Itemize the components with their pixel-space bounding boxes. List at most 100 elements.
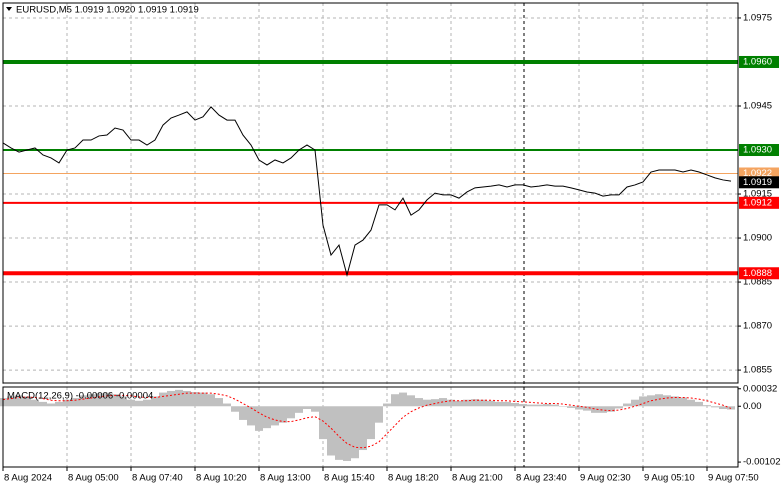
macd-bar <box>351 406 359 459</box>
macd-bar <box>415 398 423 407</box>
macd-bar <box>607 406 615 412</box>
x-tick-label: 8 Aug 13:00 <box>260 473 311 484</box>
macd-bar <box>575 406 583 410</box>
y-tick-label: 0.00032 <box>743 383 777 394</box>
macd-bar <box>63 399 71 407</box>
macd-panel-frame <box>2 386 739 468</box>
macd-bar <box>487 400 495 407</box>
macd-bar <box>271 406 279 426</box>
macd-bar <box>247 406 255 426</box>
level-label-box <box>739 55 779 68</box>
macd-bar <box>719 406 727 409</box>
macd-bar <box>143 399 151 407</box>
y-tick-label: 1.0945 <box>743 101 772 112</box>
level-label: 1.0960 <box>743 56 772 67</box>
y-tick-label: 1.0915 <box>743 189 772 200</box>
macd-bar <box>631 399 639 407</box>
macd-bar <box>55 401 63 407</box>
x-tick-label: 8 Aug 10:20 <box>196 473 247 484</box>
y-tick-label: 1.0870 <box>743 321 772 332</box>
macd-bar <box>703 405 711 407</box>
macd-bar <box>327 406 335 456</box>
macd-bar <box>111 394 119 407</box>
x-tick-label: 8 Aug 15:40 <box>324 473 375 484</box>
macd-bar <box>599 406 607 413</box>
macd-bar <box>583 406 591 411</box>
macd-bar <box>551 404 559 407</box>
macd-bar <box>23 396 31 407</box>
macd-bar <box>671 396 679 407</box>
macd-bar <box>663 395 671 407</box>
level-label-box <box>739 144 779 157</box>
macd-bar <box>655 394 663 407</box>
grid-layer <box>2 3 738 467</box>
macd-bar <box>71 398 79 407</box>
macd-bar <box>311 406 319 412</box>
macd-bar <box>151 396 159 407</box>
macd-bar <box>39 401 47 407</box>
macd-bar <box>47 403 55 407</box>
x-tick-label: 8 Aug 18:20 <box>388 473 439 484</box>
macd-bar <box>287 406 295 419</box>
macd-bar <box>559 406 567 407</box>
macd-bar <box>623 403 631 407</box>
macd-bar <box>471 399 479 407</box>
macd-bar <box>687 399 695 407</box>
macd-bar <box>207 394 215 407</box>
macd-bar <box>527 404 535 407</box>
macd-bar <box>407 395 415 407</box>
macd-bar <box>423 399 431 407</box>
macd-bar <box>503 401 511 407</box>
y-tick-label: 1.0885 <box>743 277 772 288</box>
macd-bar <box>391 394 399 407</box>
price-panel-frame <box>2 2 739 384</box>
macd-bar <box>79 395 87 407</box>
macd-bar <box>255 406 263 431</box>
level-label-box <box>739 196 779 209</box>
macd-bar <box>167 390 175 407</box>
macd-bar <box>383 403 391 407</box>
macd-bar <box>431 399 439 407</box>
macd-bar <box>239 406 247 420</box>
level-label-box <box>739 267 779 280</box>
level-label: 1.0912 <box>743 197 772 208</box>
macd-bar <box>87 394 95 407</box>
macd-bar <box>343 406 351 461</box>
macd-bar <box>31 399 39 407</box>
macd-bar <box>535 404 543 407</box>
macd-bar <box>199 392 207 407</box>
macd-bar <box>7 396 15 407</box>
macd-bar <box>647 395 655 407</box>
macd-bar <box>495 401 503 407</box>
macd-bar <box>591 406 599 413</box>
x-tick-label: 9 Aug 05:10 <box>644 473 695 484</box>
macd-bar <box>567 406 575 408</box>
macd-bar <box>215 398 223 407</box>
bid-label: 1.0919 <box>743 177 772 188</box>
macd-bar <box>223 403 231 407</box>
macd-bar <box>463 399 471 407</box>
y-tick-label: 0.00 <box>743 401 762 412</box>
menu-arrow <box>6 7 12 11</box>
macd-bar <box>335 406 343 460</box>
macd-bar <box>447 399 455 407</box>
macd-bar <box>279 406 287 423</box>
macd-bar <box>375 406 383 423</box>
macd-bar <box>15 395 23 407</box>
price-line <box>2 106 732 277</box>
macd-bar <box>191 392 199 407</box>
macd-bar <box>183 390 191 407</box>
macd-bar <box>127 399 135 407</box>
labels-layer: 1.0975 1.0945 1.0915 1.0900 1.0885 1.0870 1.08… <box>2 12 781 484</box>
macd-bar <box>103 392 111 407</box>
macd-bar <box>95 393 103 407</box>
macd-bar <box>543 404 551 407</box>
macd-bar <box>639 396 647 407</box>
macd-bar <box>695 401 703 407</box>
macd-bar <box>711 406 719 408</box>
macd-bar <box>679 397 687 407</box>
macd-bar <box>455 400 463 407</box>
y-tick-label: 1.0855 <box>743 365 772 376</box>
macd-bar <box>519 404 527 407</box>
x-tick-label: 8 Aug 23:40 <box>516 473 567 484</box>
